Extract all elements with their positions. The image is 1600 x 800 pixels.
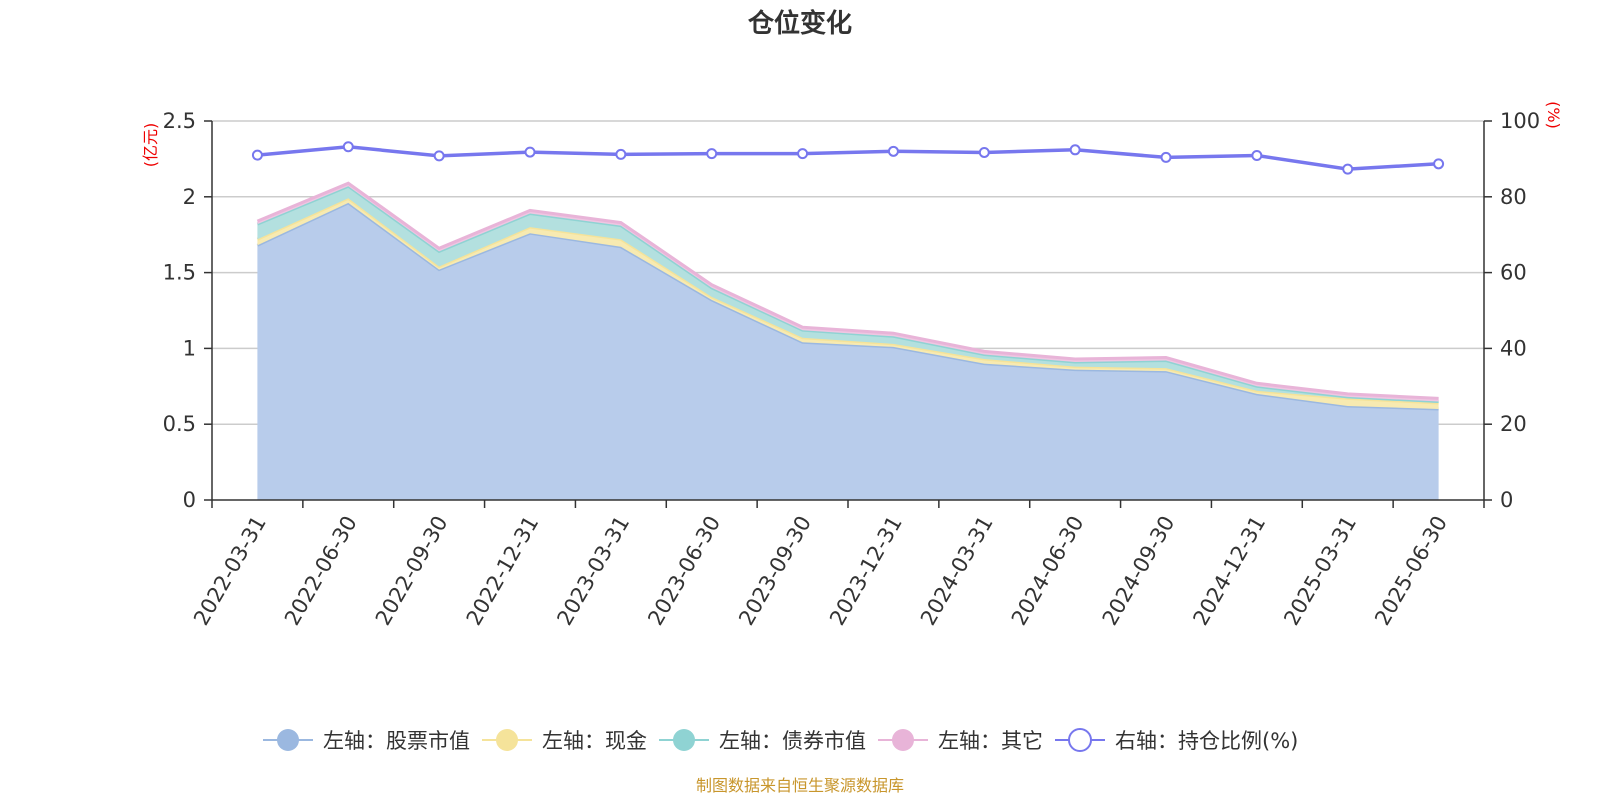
x-tick-label: 2022-12-31: [462, 512, 544, 630]
ratio-point: [1433, 158, 1445, 170]
left-tick-label: 2: [183, 185, 196, 209]
legend-label: 左轴：其它: [938, 729, 1043, 753]
area-左轴：债券市值: [257, 186, 1439, 403]
chart-title: 仓位变化: [747, 8, 852, 39]
x-tick-label: 2023-12-31: [825, 512, 907, 630]
right-tick-label: 80: [1500, 185, 1527, 209]
x-tick-label: 2023-09-30: [734, 512, 816, 630]
ratio-point: [342, 141, 354, 153]
right-tick-label: 100: [1500, 109, 1540, 133]
legend-marker: [673, 729, 695, 751]
x-tick-label: 2025-06-30: [1370, 512, 1452, 630]
left-tick-label: 0.5: [163, 412, 196, 436]
legend: 左轴：股票市值 左轴：现金 左轴：债券市值 左轴：其它 右轴：持仓比例(%): [263, 728, 1298, 753]
ratio-point: [615, 148, 627, 160]
x-tick-label: 2022-06-30: [280, 512, 362, 630]
legend-marker: [277, 729, 299, 751]
ratio-line-path: [257, 145, 1439, 171]
ratio-point: [978, 146, 990, 158]
legend-marker: [892, 729, 914, 751]
right-tick-label: 60: [1500, 261, 1527, 285]
x-tick-label: 2023-06-30: [643, 512, 725, 630]
area-左轴：其它: [257, 183, 1439, 402]
x-tick-label: 2024-06-30: [1007, 512, 1089, 630]
ratio-point: [524, 146, 536, 158]
left-tick-label: 1: [183, 336, 196, 360]
ratio-point: [797, 148, 809, 160]
ratio-point: [251, 149, 263, 161]
x-tick-label: 2024-09-30: [1098, 512, 1180, 630]
legend-marker: [1068, 728, 1092, 752]
left-axis-unit: (亿元): [141, 123, 160, 168]
x-tick-label: 2025-03-31: [1279, 512, 1361, 630]
legend-label: 左轴：债券市值: [719, 729, 866, 753]
right-tick-label: 20: [1500, 412, 1527, 436]
x-tick-label: 2023-03-31: [552, 512, 634, 630]
ratio-point: [1342, 163, 1354, 175]
stacked-areas: [256, 181, 1439, 500]
ratio-point: [1160, 151, 1172, 163]
left-tick-label: 2.5: [163, 109, 196, 133]
ratio-line: [251, 141, 1445, 175]
left-tick-label: 1.5: [163, 261, 196, 285]
legend-marker: [496, 729, 518, 751]
area-左轴：股票市值: [257, 202, 1439, 500]
ratio-point: [433, 150, 445, 162]
ratio-point: [1251, 149, 1263, 161]
right-axis-unit: (%): [1544, 101, 1563, 129]
data-source-footer: 制图数据来自恒生聚源数据库: [696, 776, 904, 795]
left-tick-label: 0: [183, 488, 196, 512]
area-edge-左轴：其它: [256, 181, 1439, 400]
legend-label: 右轴：持仓比例(%): [1115, 729, 1298, 753]
right-tick-label: 0: [1500, 488, 1513, 512]
right-tick-label: 40: [1500, 336, 1527, 360]
legend-label: 左轴：股票市值: [323, 729, 470, 753]
ratio-point: [706, 148, 718, 160]
ratio-point: [1069, 144, 1081, 156]
x-tick-label: 2022-09-30: [371, 512, 453, 630]
x-tick-label: 2022-03-31: [189, 512, 271, 630]
x-tick-label: 2024-03-31: [916, 512, 998, 630]
legend-label: 左轴：现金: [542, 729, 647, 753]
ratio-point: [887, 145, 899, 157]
x-tick-label: 2024-12-31: [1188, 512, 1270, 630]
